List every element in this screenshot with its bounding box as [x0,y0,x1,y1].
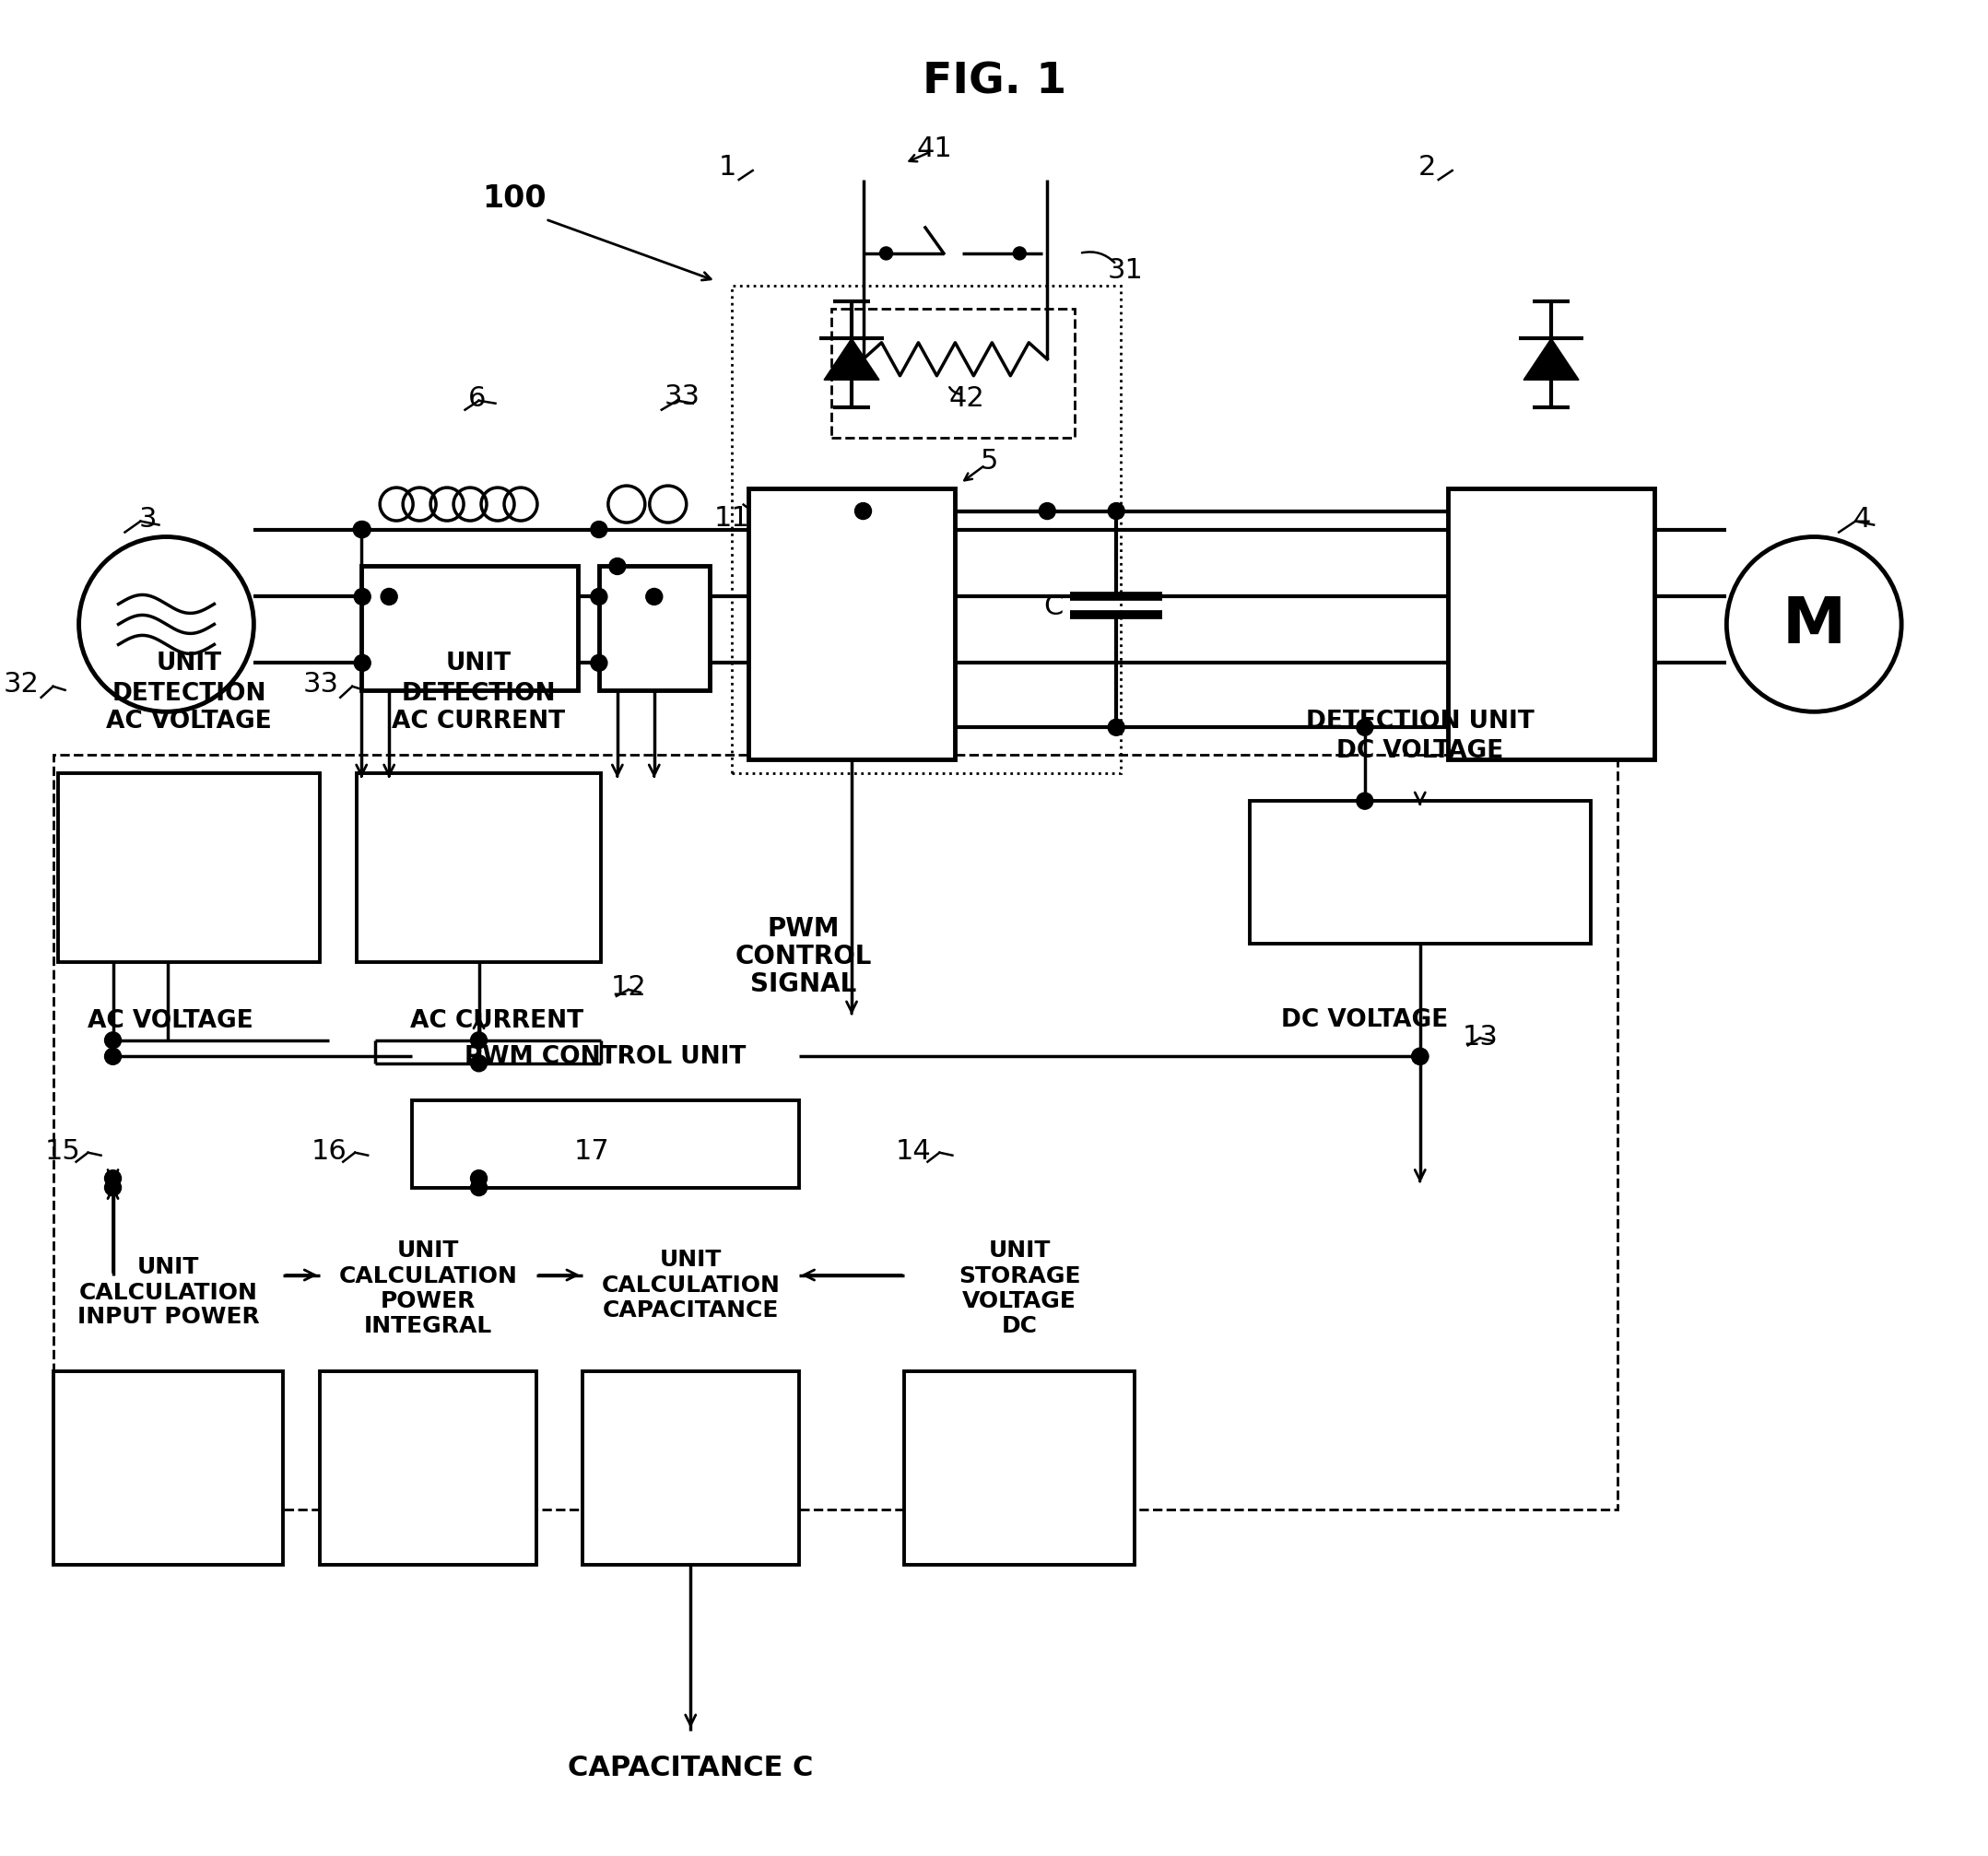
Text: DETECTION UNIT: DETECTION UNIT [1306,709,1535,733]
Circle shape [471,1056,487,1073]
Text: 11: 11 [714,505,749,531]
Bar [54,1372,282,1565]
Circle shape [881,247,893,260]
Circle shape [1411,1049,1427,1065]
Circle shape [590,655,606,672]
Circle shape [608,559,626,575]
Circle shape [1411,1049,1427,1065]
Circle shape [855,503,871,520]
Circle shape [1356,720,1374,737]
Circle shape [105,1032,121,1049]
Text: 42: 42 [948,386,984,412]
Text: DC: DC [1002,1314,1038,1336]
Text: CAPACITANCE: CAPACITANCE [602,1299,779,1321]
Text: 33: 33 [664,384,700,410]
Text: 100: 100 [483,184,547,213]
Text: 14: 14 [897,1138,932,1164]
Bar [412,1101,799,1188]
Text: UNIT: UNIT [137,1255,199,1277]
Polygon shape [1523,340,1578,380]
Text: 5: 5 [980,447,998,475]
Bar [732,286,1121,774]
Bar [320,1372,537,1565]
Circle shape [1107,503,1125,520]
Bar [358,774,600,963]
Text: SIGNAL: SIGNAL [749,971,857,997]
Circle shape [354,522,370,538]
Circle shape [471,1180,487,1195]
Bar [1250,802,1590,945]
Circle shape [105,1171,121,1188]
Circle shape [382,588,398,605]
Circle shape [471,1171,487,1188]
Circle shape [354,522,370,538]
Circle shape [1356,793,1374,809]
Circle shape [1107,720,1125,737]
Text: 41: 41 [916,135,952,161]
Text: UNIT: UNIT [660,1247,722,1270]
Text: UNIT: UNIT [988,1238,1052,1260]
Text: 16: 16 [312,1138,348,1164]
Bar [362,566,579,690]
Text: M: M [1781,594,1847,655]
Circle shape [1040,503,1056,520]
Text: CALCULATION: CALCULATION [338,1264,517,1286]
Text: 13: 13 [1461,1023,1497,1050]
Circle shape [105,1049,121,1065]
Text: C: C [1044,594,1064,620]
Bar [598,566,710,690]
Circle shape [105,1180,121,1195]
Text: DETECTION: DETECTION [402,681,557,705]
Text: VOLTAGE: VOLTAGE [962,1290,1077,1312]
Text: STORAGE: STORAGE [958,1264,1081,1286]
Bar [1447,488,1654,761]
Text: PWM: PWM [767,915,839,941]
Text: FIG. 1: FIG. 1 [922,61,1068,102]
Text: CALCULATION: CALCULATION [600,1273,779,1295]
Text: AC VOLTAGE: AC VOLTAGE [105,709,272,733]
Text: UNIT: UNIT [157,651,221,676]
Circle shape [354,655,370,672]
Bar [582,1372,799,1565]
Text: AC CURRENT: AC CURRENT [392,709,565,733]
Bar [54,755,1618,1511]
Text: DC VOLTAGE: DC VOLTAGE [1282,1008,1449,1032]
Circle shape [590,522,606,538]
Text: 1: 1 [720,154,738,180]
Polygon shape [823,340,879,380]
Circle shape [1014,247,1026,260]
Text: 3: 3 [139,505,157,533]
Text: CONTROL: CONTROL [736,943,871,969]
Text: DETECTION: DETECTION [111,681,266,705]
Circle shape [354,588,370,605]
Bar [831,310,1076,438]
Bar [747,488,954,761]
Text: 15: 15 [44,1138,80,1164]
Text: AC VOLTAGE: AC VOLTAGE [87,1008,252,1032]
Text: AC CURRENT: AC CURRENT [412,1008,584,1032]
Bar [905,1372,1135,1565]
Text: POWER: POWER [380,1290,475,1312]
Circle shape [590,588,606,605]
Text: INPUT POWER: INPUT POWER [78,1305,258,1327]
Text: 17: 17 [575,1138,610,1164]
Text: 12: 12 [610,974,646,1000]
Bar [58,774,320,963]
Text: 32: 32 [4,670,40,698]
Text: DC VOLTAGE: DC VOLTAGE [1336,739,1503,763]
Text: UNIT: UNIT [398,1238,459,1260]
Text: CALCULATION: CALCULATION [80,1281,258,1303]
Text: 31: 31 [1107,258,1143,284]
Text: 6: 6 [467,386,485,412]
Circle shape [646,588,662,605]
Text: CAPACITANCE C: CAPACITANCE C [569,1754,813,1780]
Text: 33: 33 [302,670,338,698]
Circle shape [471,1032,487,1049]
Text: PWM CONTROL UNIT: PWM CONTROL UNIT [465,1045,746,1069]
Text: 4: 4 [1853,505,1871,533]
Text: UNIT: UNIT [445,651,511,676]
Text: 2: 2 [1419,154,1437,180]
Text: INTEGRAL: INTEGRAL [364,1314,493,1336]
